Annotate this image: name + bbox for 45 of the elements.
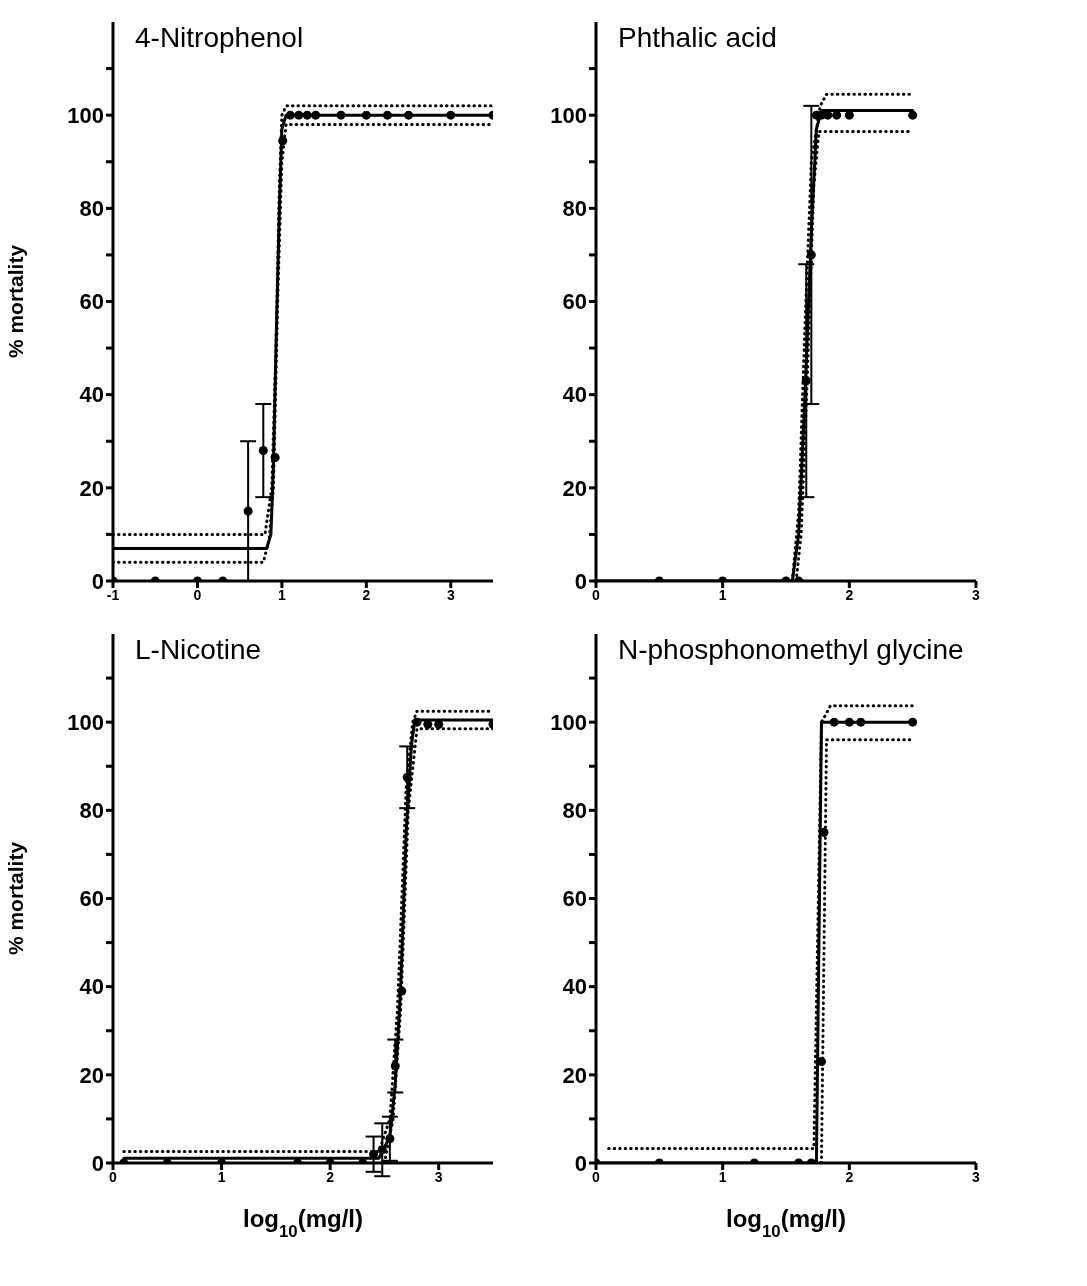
y-tick-label: 60 (79, 886, 104, 912)
x-tick-label: 1 (217, 1168, 226, 1185)
chart-title: Phthalic acid (618, 22, 777, 54)
y-tick-label: 20 (562, 475, 587, 501)
y-tick-label: 20 (79, 475, 104, 501)
chart-title: L-Nicotine (135, 634, 262, 666)
y-tick-label: 100 (550, 709, 587, 735)
x-tick-label: 1 (277, 586, 286, 603)
y-tick-label: 20 (79, 1062, 104, 1088)
y-tick-label: 40 (79, 382, 104, 408)
x-tick-label: 1 (718, 1168, 727, 1185)
x-axis-title: log$_{10}$(mg/l) (243, 1205, 363, 1241)
x-tick-label: 0 (193, 586, 202, 603)
x-tick-label: 2 (845, 586, 854, 603)
y-tick-label: 80 (79, 798, 104, 824)
y-tick-label: 40 (562, 974, 587, 1000)
y-axis-title: % mortality (4, 244, 28, 359)
y-tick-label: 100 (550, 102, 587, 128)
x-tick-label: 0 (592, 586, 601, 603)
x-tick-label: 2 (326, 1168, 335, 1185)
x-tick-label: 0 (109, 1168, 118, 1185)
y-tick-label: 20 (562, 1062, 587, 1088)
y-tick-label: 100 (67, 709, 104, 735)
x-tick-label: 3 (972, 586, 981, 603)
y-tick-label: 80 (562, 196, 587, 222)
y-tick-label: 60 (562, 289, 587, 315)
x-tick-label: 2 (362, 586, 371, 603)
y-tick-label: 80 (79, 196, 104, 222)
x-tick-label: 1 (718, 586, 727, 603)
chart-title: N-phosphonomethyl glycine (618, 634, 964, 666)
x-tick-label: 2 (845, 1168, 854, 1185)
x-tick-label: 3 (434, 1168, 443, 1185)
x-tick-label: 0 (592, 1168, 601, 1185)
y-tick-label: 80 (562, 798, 587, 824)
y-tick-label: 40 (562, 382, 587, 408)
y-axis-title: % mortality (4, 841, 28, 956)
y-tick-label: 40 (79, 974, 104, 1000)
y-tick-label: 100 (67, 102, 104, 128)
y-tick-label: 60 (562, 886, 587, 912)
x-tick-label: 3 (446, 586, 455, 603)
x-tick-label: -1 (106, 586, 120, 603)
chart-title: 4-Nitrophenol (135, 22, 304, 54)
x-tick-label: 3 (972, 1168, 981, 1185)
y-tick-label: 60 (79, 289, 104, 315)
x-axis-title: log$_{10}$(mg/l) (726, 1205, 846, 1241)
